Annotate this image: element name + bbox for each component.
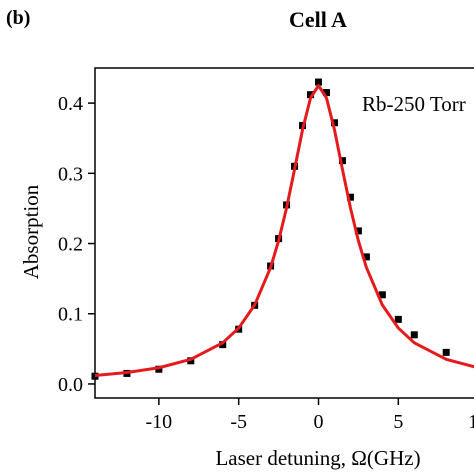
data-point — [91, 372, 99, 380]
data-point — [362, 253, 370, 261]
data-point — [330, 119, 338, 127]
data-point — [338, 157, 346, 165]
plot-frame — [94, 67, 474, 399]
fit-line — [94, 84, 474, 377]
data-point — [394, 315, 402, 323]
y-tick-label: 0.2 — [58, 234, 83, 256]
y-tick-label: 0.0 — [58, 374, 83, 396]
data-point — [410, 331, 418, 339]
data-point — [322, 89, 330, 97]
x-tick-label: -10 — [146, 411, 173, 433]
annotation: Rb-250 Torr — [362, 92, 466, 116]
data-point — [442, 348, 450, 356]
data-point — [378, 291, 386, 299]
x-tick-label: 5 — [393, 411, 403, 433]
y-tick-label: 0.3 — [58, 163, 83, 185]
data-point — [307, 91, 315, 99]
y-tick-label: 0.4 — [58, 93, 83, 115]
x-tick-label: 10 — [468, 411, 474, 433]
x-tick-label: 0 — [314, 411, 324, 433]
data-point — [315, 78, 322, 86]
y-axis-label: Absorption — [19, 184, 43, 279]
data-point — [219, 341, 227, 349]
x-tick-label: -5 — [230, 411, 247, 433]
chart-title: Cell A — [289, 7, 347, 32]
panel-label: (b) — [6, 7, 30, 29]
data-point — [354, 227, 362, 235]
y-tick-label: 0.1 — [58, 304, 83, 326]
data-point — [346, 193, 354, 201]
x-axis-label: Laser detuning, Ω(GHz) — [215, 446, 420, 470]
